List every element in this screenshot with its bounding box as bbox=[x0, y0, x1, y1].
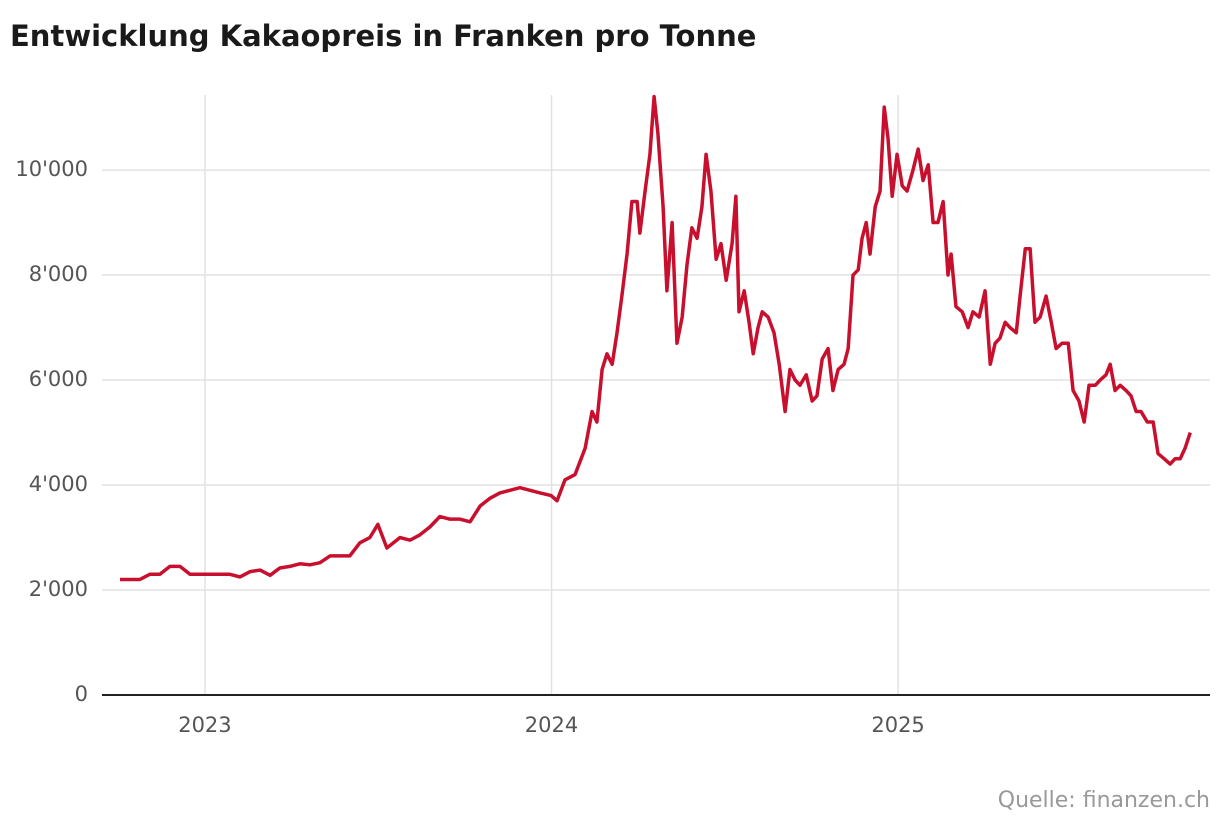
x-tick-label: 2025 bbox=[871, 713, 924, 737]
x-tick-label: 2023 bbox=[178, 713, 231, 737]
chart-title: Entwicklung Kakaopreis in Franken pro To… bbox=[10, 19, 756, 53]
y-tick-label: 8'000 bbox=[29, 262, 88, 286]
price-line bbox=[120, 94, 1192, 582]
source: Quelle: finanzen.ch bbox=[998, 788, 1210, 813]
y-tick-label: 10'000 bbox=[15, 157, 88, 181]
y-tick-label: 6'000 bbox=[29, 367, 88, 391]
y-tick-label: 4'000 bbox=[29, 472, 88, 496]
y-tick-label: 0 bbox=[75, 682, 88, 706]
x-tick-label: 2024 bbox=[525, 713, 578, 737]
y-tick-label: 2'000 bbox=[29, 577, 88, 601]
